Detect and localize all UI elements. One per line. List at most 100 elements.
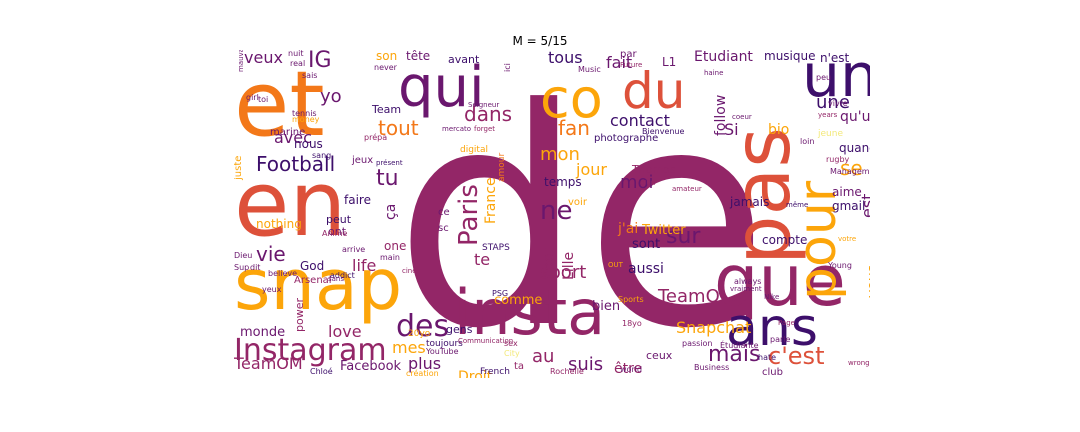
word-90: Team [372,103,402,116]
word-74: ça [383,203,399,220]
word-139: Dieu [234,251,253,260]
word-129: Chloé [310,367,333,376]
word-83: L1 [662,55,677,69]
word-88: nous [294,137,323,151]
word-5: insta [454,276,606,349]
word-103: son [376,50,398,63]
word-152: money [292,115,320,124]
word-156: Communication [458,337,514,345]
word-18: c'est [768,342,825,370]
word-81: Thomas [632,163,676,176]
word-133: Arsenal [294,275,332,286]
word-135: addict [330,271,355,280]
word-100: ce [438,207,450,218]
word-140: Sup [234,263,250,272]
word-7: que [714,240,846,322]
word-51: qu'un [840,109,870,125]
word-70: faire [344,193,371,207]
word-168: hate [758,353,777,362]
word-48: fait [606,53,633,72]
word-161: même [786,201,809,209]
word-110: par [620,50,637,60]
word-102: club [762,367,783,378]
word-55: jour [576,160,607,179]
word-132: 20yo [408,329,431,339]
word-57: te [474,250,491,269]
word-33: sport [540,262,587,283]
word-15: des [396,309,450,344]
word-72: God [300,259,325,273]
word-113: vivre [828,99,848,108]
word-50: Si [724,120,739,139]
word-30: se [840,156,863,180]
word-116: rugby [826,155,850,164]
word-111: haine [704,69,724,77]
word-10: ans [726,298,818,358]
word-77: gmail [832,199,866,213]
word-144: toi [258,95,269,104]
word-34: au [532,346,555,367]
word-173: Nike [764,293,780,301]
word-82: Étudiant [694,50,753,65]
word-73: one [384,239,407,253]
word-93: photographe [594,133,659,144]
word-13: co [540,67,603,130]
word-27: fan [558,116,590,140]
word-21: Football [256,152,336,176]
word-91: juste [234,155,244,180]
word-46: yo [320,86,342,107]
word-127: toujours [426,339,463,349]
word-58: France [483,177,499,224]
word-3: en [234,152,347,257]
word-154: Bienvenue [642,127,685,136]
word-172: City [504,349,520,358]
word-167: parle [770,335,791,344]
word-124: world [620,365,643,374]
word-79: jamais [730,195,770,209]
word-108: Music [578,65,601,74]
word-62: aussi [628,261,664,277]
word-20: sur [666,224,701,249]
word-75: quand [839,141,870,155]
word-85: n'est [820,51,850,65]
word-38: love [328,322,362,341]
word-99: sc [438,223,449,234]
word-107: never [374,63,397,72]
word-19: mais [708,342,761,367]
chart-title: M = 5/15 [512,34,568,48]
word-1: de [394,50,769,378]
word-16: Paris [454,184,484,246]
word-121: Étudiante [720,341,759,350]
word-43: TeamOM [234,354,303,373]
word-92: jeux [352,155,374,166]
word-98: STAPS [482,243,510,253]
word-174: OUT [608,261,623,269]
word-151: prépa [364,133,388,142]
word-11: qui [398,55,485,120]
word-136: arrive [342,245,366,254]
word-53: bio [768,122,790,138]
word-12: du [622,62,686,120]
word-169: votre [838,235,857,243]
word-106: sais [302,71,318,80]
word-95: peut [326,213,352,226]
word-78: compte [762,233,808,247]
word-94: gens [446,323,473,336]
word-32: vous [865,264,870,298]
word-120: wrong [848,359,870,367]
word-47: tous [548,50,583,67]
word-49: contact [610,111,670,130]
word-84: musique [764,50,816,63]
word-138: Anime [322,229,348,238]
word-9: un [802,50,870,111]
word-41: plus [408,354,442,373]
word-56: j'ai [618,221,639,237]
word-29: une [816,92,850,113]
word-104: nuit [288,50,304,58]
word-177: mauvais [237,50,245,72]
word-60: Lille [561,251,577,280]
word-37: Snapchat [676,318,752,337]
word-87: avant [448,53,480,66]
word-119: Page [778,319,795,327]
word-158: 18yo [622,319,642,328]
